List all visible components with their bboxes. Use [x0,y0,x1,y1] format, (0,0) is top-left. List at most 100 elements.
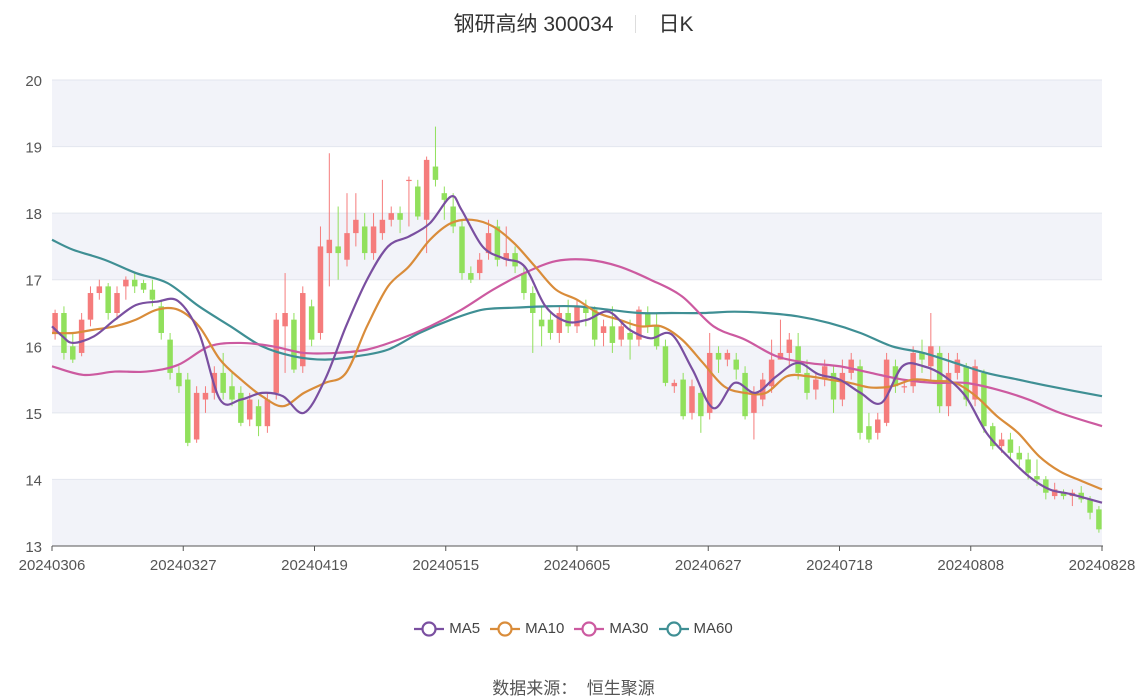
candle-body [866,426,872,440]
candle-body [538,319,545,327]
candle-body [733,359,739,370]
candle-body [220,372,226,393]
candle-body [839,372,846,400]
candle-body [361,226,368,254]
candle-body [512,253,518,267]
grid-bands [52,80,1102,546]
candle-body [928,346,934,367]
candle-body [830,372,837,400]
candle-body [193,392,200,440]
candle-body [485,233,492,254]
candle-body [476,259,483,274]
candle-body [1051,489,1058,497]
candle-body [556,313,563,333]
candle-body [954,359,961,373]
candle-body [795,346,801,373]
candle-body [1043,479,1049,493]
candle-body [388,213,394,220]
candle-body [547,319,554,333]
candle-body [158,306,164,333]
chart-title: 钢研高纳 300034 日K [0,8,1147,38]
candle-body [1096,509,1102,530]
candle-body [636,309,642,340]
candle-body [468,273,474,280]
candle-body [441,193,448,200]
candle-body [715,352,722,360]
candle-body [494,226,501,260]
y-tick-label: 15 [25,406,42,423]
candle-body [981,372,987,427]
legend-label: MA30 [609,620,649,637]
legend-marker-icon [658,620,689,637]
candle-body [1025,459,1031,473]
data-source: 数据来源： 恒生聚源 [0,674,1147,699]
candle-body [70,346,76,360]
source-name: 恒生聚源 [586,679,655,698]
candle-body [936,352,943,407]
candle-body [689,386,695,413]
candle-body [229,386,235,400]
x-tick-label: 20240419 [281,557,348,574]
legend-item-ma5[interactable]: MA5 [414,620,480,637]
candle-body [813,379,819,390]
period-label: 日K [658,13,694,36]
candle-body [503,253,509,260]
candle-body [565,313,571,327]
x-tick-label: 20240327 [150,557,217,574]
candle-body [627,332,633,340]
candle-body [875,419,881,433]
candle-body [149,289,156,300]
ma30-line [51,258,1103,428]
candle-body [618,326,624,340]
candle-body [742,372,748,417]
candle-body [238,392,244,423]
candle-body [768,359,775,387]
candle-body [998,439,1005,447]
candle-body [344,233,350,260]
x-tick-label: 20240627 [675,557,742,574]
candle-body [724,352,731,360]
candle-body [804,372,810,393]
candle-body [406,179,412,182]
candle-body [317,246,324,333]
candle-body [786,339,793,353]
candle-body [123,279,129,287]
candle-body [1007,439,1014,453]
candle-body [919,352,925,360]
candle-body [432,166,439,180]
legend-item-ma30[interactable]: MA30 [574,620,649,637]
legend-item-ma60[interactable]: MA60 [658,620,733,637]
legend-marker-icon [574,620,605,637]
candle-body [945,372,952,407]
legend-label: MA10 [525,620,565,637]
candle-body [87,293,94,320]
title-divider [635,15,637,33]
y-tick-label: 18 [25,206,42,223]
y-tick-label: 13 [25,539,42,556]
candle-body [335,246,341,254]
kline-chart: 13 14 15 16 17 18 19 20 20240306 20240327 2024041… [19,73,1136,574]
candle-body [176,372,182,387]
candle-body [1016,452,1023,460]
candle-body [910,352,916,387]
candle-body [185,379,191,443]
legend-marker-icon [490,620,521,637]
candle-body [883,359,890,423]
candle-body [131,279,138,287]
candle-body [397,213,403,220]
candle-body [972,366,978,400]
candle-body [105,286,111,313]
candle-body [114,293,120,313]
grid-band [52,80,1102,147]
x-tick-label: 20240605 [544,557,611,574]
candle-body [1060,492,1067,497]
candle-body [423,159,430,220]
candle-body [821,366,828,380]
candle-body [706,352,713,413]
candle-body [78,319,85,353]
candle-body [379,219,386,234]
legend-item-ma10[interactable]: MA10 [490,620,564,637]
candle-body [1034,476,1040,480]
x-tick-label: 20240808 [937,557,1004,574]
candle-body [990,426,996,447]
